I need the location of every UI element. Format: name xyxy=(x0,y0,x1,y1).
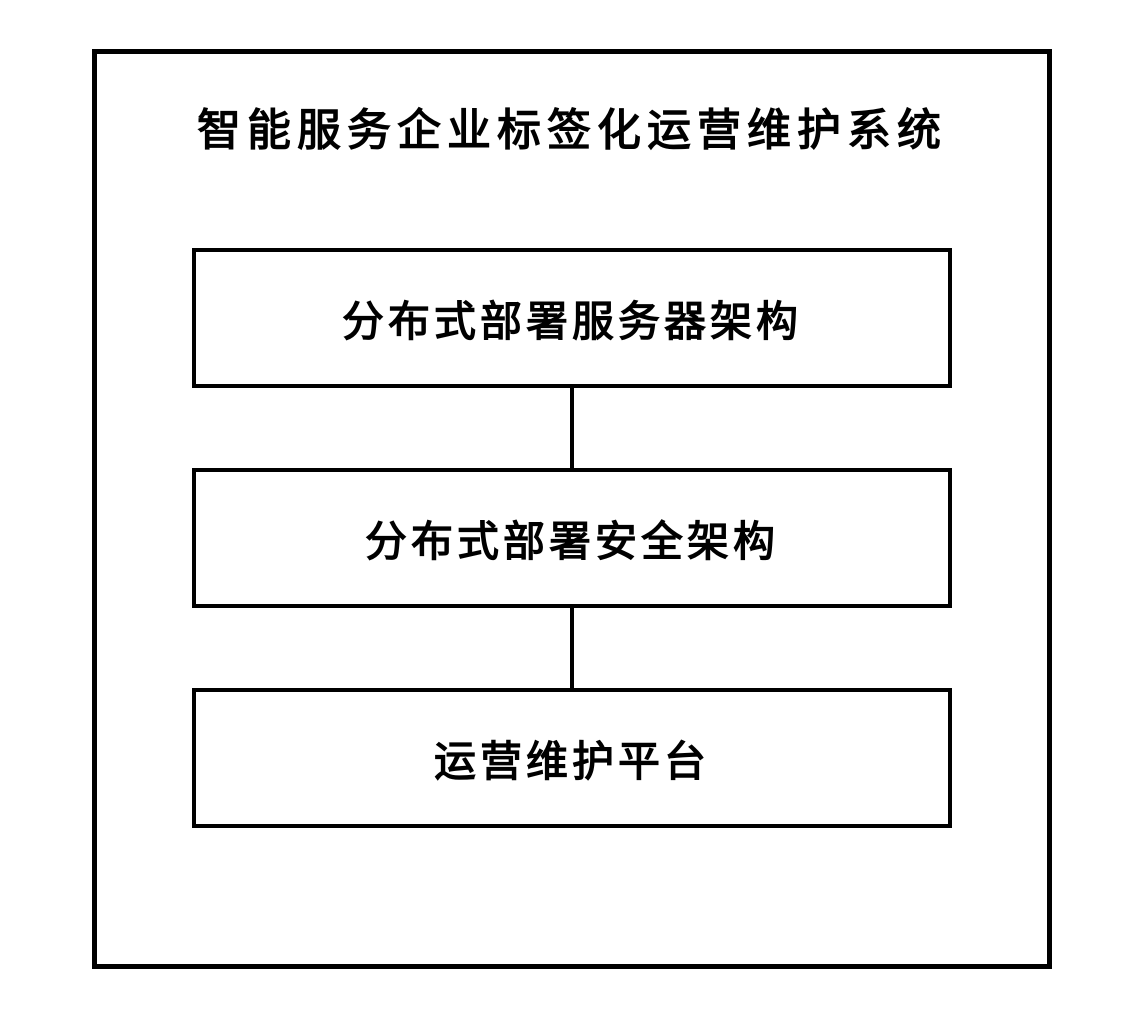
node-label: 分布式部署安全架构 xyxy=(365,508,779,569)
diagram-title: 智能服务企业标签化运营维护系统 xyxy=(197,94,947,158)
node-label: 分布式部署服务器架构 xyxy=(342,288,802,349)
connector-2-3 xyxy=(570,608,574,688)
node-server-architecture: 分布式部署服务器架构 xyxy=(192,248,952,388)
diagram-outer-container: 智能服务企业标签化运营维护系统 分布式部署服务器架构 分布式部署安全架构 运营维… xyxy=(92,49,1052,969)
connector-1-2 xyxy=(570,388,574,468)
node-ops-platform: 运营维护平台 xyxy=(192,688,952,828)
node-label: 运营维护平台 xyxy=(434,728,710,789)
node-security-architecture: 分布式部署安全架构 xyxy=(192,468,952,608)
